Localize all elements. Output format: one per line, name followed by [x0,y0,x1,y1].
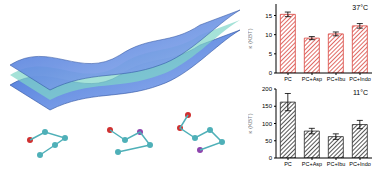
svg-text:PC: PC [284,76,292,82]
svg-text:κ (KBT): κ (KBT) [248,113,253,133]
svg-text:5: 5 [269,51,273,57]
svg-text:κ (KBT): κ (KBT) [248,28,253,48]
svg-text:200: 200 [262,86,273,92]
svg-text:10: 10 [265,32,272,38]
html-text:37°C: 37°C [352,4,368,11]
svg-text:PC: PC [284,161,292,167]
svg-text:PC+Asp: PC+Asp [302,76,322,82]
svg-text:PC+Asp: PC+Asp [302,161,322,167]
svg-text:0: 0 [269,155,273,161]
svg-text:150: 150 [262,103,273,109]
svg-text:PC+Indo: PC+Indo [349,161,370,167]
svg-text:0: 0 [269,70,273,76]
html-text:11°C: 11°C [352,89,368,96]
svg-text:PC+Ibu: PC+Ibu [327,161,346,167]
svg-text:PC+Indo: PC+Indo [349,76,370,82]
svg-text:PC+Ibu: PC+Ibu [327,76,346,82]
svg-text:50: 50 [265,138,272,144]
svg-text:100: 100 [262,121,273,127]
svg-text:15: 15 [265,13,272,19]
